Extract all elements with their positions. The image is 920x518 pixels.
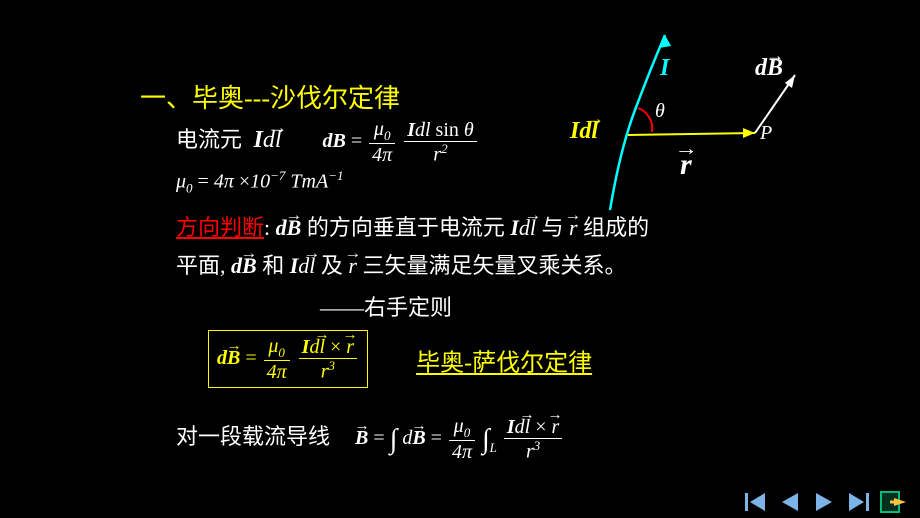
- integral-formula: B = ∫ dB = μ0 4π ∫L Idl × r r3: [355, 427, 564, 449]
- nav-exit-button[interactable]: [880, 492, 910, 512]
- direction-label: 方向判断: [176, 215, 264, 240]
- colon: :: [264, 215, 270, 240]
- biot-savart-formula-box: dB = μ0 4π Idl × r r3: [208, 330, 368, 388]
- idl-vec: Idl: [510, 215, 536, 240]
- diagram-dB: dB: [755, 55, 783, 82]
- nav-first-button[interactable]: [744, 492, 768, 512]
- idl-vec-2: Idl: [290, 253, 316, 278]
- nav-bar: [744, 492, 910, 512]
- db-vec: dB: [276, 215, 302, 240]
- current-element-label: 电流元: [176, 127, 242, 152]
- diagram-theta: θ: [655, 100, 665, 123]
- dir-text-1: 的方向垂直于电流元: [307, 215, 511, 240]
- nav-last-button[interactable]: [846, 492, 870, 512]
- direction-line-2: 平面, dB 和 Idl 及 r 三矢量满足矢量叉乘关系。: [176, 248, 627, 280]
- diagram-P: P: [760, 122, 772, 145]
- dir-text-5: 和: [262, 253, 290, 278]
- dir-text-4: 平面,: [176, 253, 226, 278]
- diagram-r: r: [680, 148, 692, 182]
- db-vec-2: dB: [231, 253, 257, 278]
- boxed-formula-row: dB = μ0 4π Idl × r r3 毕奥-萨伐尔定律: [208, 330, 592, 388]
- db-formula-scalar: dB = μ0 4π Idl sin θ r2: [323, 130, 479, 152]
- dir-text-7: 三矢量满足矢量叉乘关系。: [362, 253, 626, 278]
- wire-segment-line: 对一段载流导线 B = ∫ dB = μ0 4π ∫L Idl × r r3: [176, 415, 564, 463]
- diagram-I: I: [660, 55, 669, 82]
- diagram-Idl: Idl: [570, 118, 598, 145]
- section-title: 一、毕奥---沙伐尔定律: [140, 78, 400, 115]
- r-vec-2: r: [348, 253, 357, 278]
- wire-label: 对一段载流导线: [176, 424, 330, 449]
- current-element-line: 电流元 Idl dB = μ0 4π Idl sin θ r2: [176, 118, 479, 166]
- nav-prev-button[interactable]: [778, 492, 802, 512]
- biot-savart-diagram: I dB P θ Idl r: [560, 30, 840, 210]
- right-hand-rule: ——右手定则: [320, 290, 452, 322]
- law-name: 毕奥-萨伐尔定律: [416, 351, 592, 377]
- idl-symbol: Idl: [254, 127, 282, 153]
- nav-next-button[interactable]: [812, 492, 836, 512]
- mu0-constant: μ0 = 4π ×10−7 TmA−1: [176, 168, 344, 197]
